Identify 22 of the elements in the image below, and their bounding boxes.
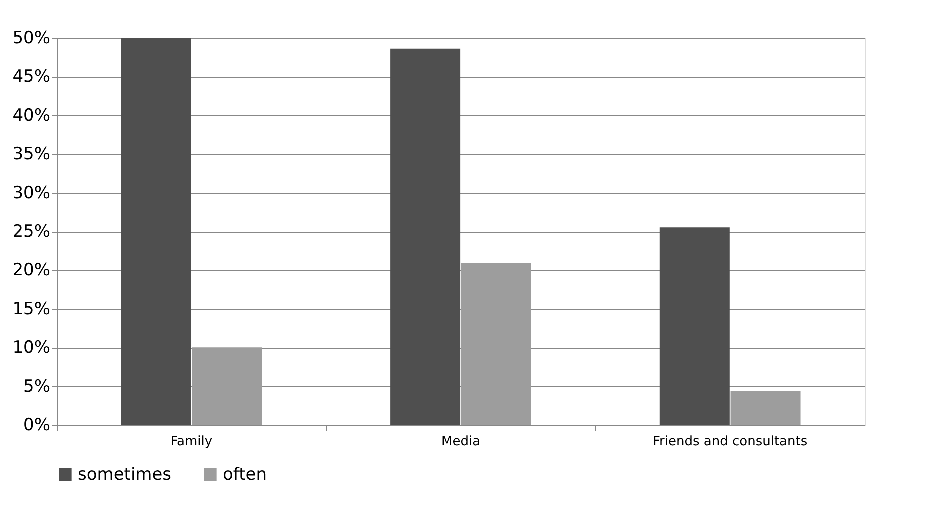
y-tick-label: 40% bbox=[12, 106, 50, 126]
bar bbox=[730, 390, 801, 425]
y-tick-label: 15% bbox=[12, 299, 50, 320]
y-tick-label: 25% bbox=[12, 222, 50, 242]
bar bbox=[121, 38, 192, 425]
x-tick-label: Media bbox=[441, 434, 481, 450]
y-tick-label: 10% bbox=[12, 338, 50, 358]
y-tick-label: 0% bbox=[24, 416, 50, 436]
y-tick-label: 45% bbox=[12, 67, 50, 88]
bar bbox=[192, 348, 262, 425]
bar bbox=[461, 263, 532, 425]
x-tick-label: Friends and consultants bbox=[653, 434, 808, 450]
legend-label: sometimes bbox=[78, 464, 172, 485]
legend-label: often bbox=[223, 464, 267, 485]
y-tick-label: 5% bbox=[24, 376, 50, 397]
y-tick-label: 30% bbox=[12, 183, 50, 204]
y-tick-label: 20% bbox=[12, 260, 50, 281]
y-tick-label: 50% bbox=[12, 28, 50, 48]
y-tick-label: 35% bbox=[12, 144, 50, 165]
x-tick-label: Family bbox=[170, 434, 213, 450]
bar bbox=[660, 228, 730, 425]
bar bbox=[390, 48, 461, 425]
